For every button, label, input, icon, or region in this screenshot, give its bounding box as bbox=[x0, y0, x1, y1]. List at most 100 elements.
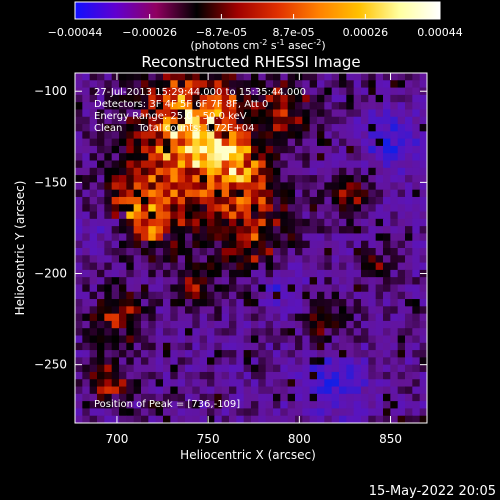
heatmap-cell bbox=[111, 379, 120, 388]
heatmap-cell bbox=[236, 226, 245, 235]
heatmap-cell bbox=[375, 175, 384, 183]
heatmap-cell bbox=[361, 124, 369, 132]
heatmap-cell bbox=[104, 342, 113, 351]
heatmap-cell bbox=[207, 291, 215, 300]
heatmap-cell bbox=[141, 233, 149, 242]
heatmap-cell bbox=[119, 350, 127, 358]
heatmap-cell bbox=[199, 189, 208, 198]
heatmap-cell bbox=[236, 255, 245, 264]
heatmap-cell bbox=[97, 87, 105, 96]
heatmap-cell bbox=[339, 393, 347, 402]
heatmap-cell bbox=[368, 401, 377, 410]
heatmap-cell bbox=[317, 277, 325, 286]
heatmap-cell bbox=[126, 189, 135, 198]
heatmap-cell bbox=[229, 240, 237, 249]
heatmap-cell bbox=[368, 255, 377, 264]
heatmap-cell bbox=[104, 328, 113, 337]
heatmap-cell bbox=[412, 364, 421, 373]
heatmap-cell bbox=[353, 87, 362, 96]
heatmap-cell bbox=[375, 233, 384, 242]
heatmap-cell bbox=[331, 124, 340, 132]
heatmap-cell bbox=[236, 262, 245, 271]
heatmap-cell bbox=[97, 233, 105, 242]
heatmap-cell bbox=[375, 153, 384, 162]
heatmap-cell bbox=[251, 408, 259, 417]
heatmap-cell bbox=[397, 393, 406, 402]
heatmap-cell bbox=[353, 218, 362, 227]
heatmap-cell bbox=[155, 306, 164, 315]
heatmap-cell bbox=[368, 73, 377, 81]
heatmap-cell bbox=[361, 415, 369, 423]
heatmap-cell bbox=[75, 328, 83, 337]
heatmap-cell bbox=[339, 226, 347, 235]
heatmap-cell bbox=[375, 386, 384, 395]
heatmap-cell bbox=[251, 175, 259, 183]
heatmap-cell bbox=[192, 138, 201, 147]
heatmap-cell bbox=[133, 204, 142, 213]
heatmap-cell bbox=[133, 145, 142, 154]
heatmap-cell bbox=[104, 335, 113, 344]
heatmap-cell bbox=[185, 116, 193, 125]
heatmap-cell bbox=[295, 145, 303, 154]
heatmap-cell bbox=[397, 240, 406, 249]
heatmap-cell bbox=[133, 240, 142, 249]
heatmap-cell bbox=[89, 291, 98, 300]
heatmap-cell bbox=[383, 415, 391, 423]
heatmap-cell bbox=[419, 277, 427, 286]
heatmap-cell bbox=[383, 196, 391, 205]
heatmap-cell bbox=[309, 335, 318, 344]
heatmap-cell bbox=[397, 350, 406, 358]
heatmap-cell bbox=[192, 109, 201, 118]
heatmap-cell bbox=[295, 386, 303, 395]
heatmap-cell bbox=[214, 131, 223, 140]
heatmap-cell bbox=[287, 226, 296, 235]
heatmap-cell bbox=[82, 262, 91, 271]
heatmap-cell bbox=[119, 379, 127, 388]
heatmap-cell bbox=[273, 160, 281, 169]
heatmap-cell bbox=[346, 175, 355, 183]
heatmap-cell bbox=[324, 342, 333, 351]
heatmap-cell bbox=[309, 401, 318, 410]
heatmap-cell bbox=[97, 175, 105, 183]
heatmap-cell bbox=[119, 226, 127, 235]
heatmap-cell bbox=[141, 262, 149, 271]
heatmap-cell bbox=[339, 233, 347, 242]
heatmap-cell bbox=[207, 393, 215, 402]
heatmap-cell bbox=[163, 335, 171, 344]
heatmap-cell bbox=[75, 196, 83, 205]
heatmap-cell bbox=[185, 306, 193, 315]
heatmap-cell bbox=[119, 80, 127, 89]
heatmap-cell bbox=[111, 218, 120, 227]
heatmap-cell bbox=[89, 328, 98, 337]
heatmap-cell bbox=[273, 167, 281, 176]
heatmap-cell bbox=[383, 182, 391, 191]
heatmap-cell bbox=[221, 342, 230, 351]
heatmap-cell bbox=[346, 299, 355, 307]
heatmap-cell bbox=[317, 306, 325, 315]
heatmap-cell bbox=[419, 408, 427, 417]
heatmap-cell bbox=[273, 87, 281, 96]
heatmap-cell bbox=[317, 291, 325, 300]
heatmap-cell bbox=[155, 196, 164, 205]
heatmap-cell bbox=[419, 102, 427, 111]
heatmap-cell bbox=[192, 116, 201, 125]
heatmap-cell bbox=[82, 116, 91, 125]
heatmap-cell bbox=[397, 80, 406, 89]
heatmap-cell bbox=[324, 160, 333, 169]
heatmap-cell bbox=[346, 335, 355, 344]
heatmap-cell bbox=[82, 226, 91, 235]
heatmap-cell bbox=[119, 364, 127, 373]
heatmap-cell bbox=[324, 262, 333, 271]
heatmap-cell bbox=[273, 131, 281, 140]
heatmap-cell bbox=[258, 401, 267, 410]
heatmap-cell bbox=[390, 182, 399, 191]
heatmap-cell bbox=[375, 240, 384, 249]
heatmap-cell bbox=[177, 262, 186, 271]
heatmap-cell bbox=[265, 364, 274, 373]
heatmap-cell bbox=[361, 138, 369, 147]
heatmap-cell bbox=[229, 328, 237, 337]
heatmap-cell bbox=[111, 299, 120, 307]
heatmap-cell bbox=[317, 102, 325, 111]
heatmap-cell bbox=[82, 94, 91, 103]
heatmap-cell bbox=[89, 408, 98, 417]
